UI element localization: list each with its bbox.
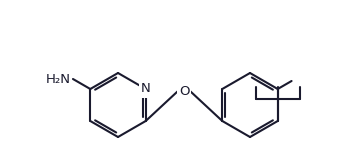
Text: H₂N: H₂N <box>46 73 71 85</box>
Text: N: N <box>141 83 151 95</box>
Text: O: O <box>179 84 189 97</box>
